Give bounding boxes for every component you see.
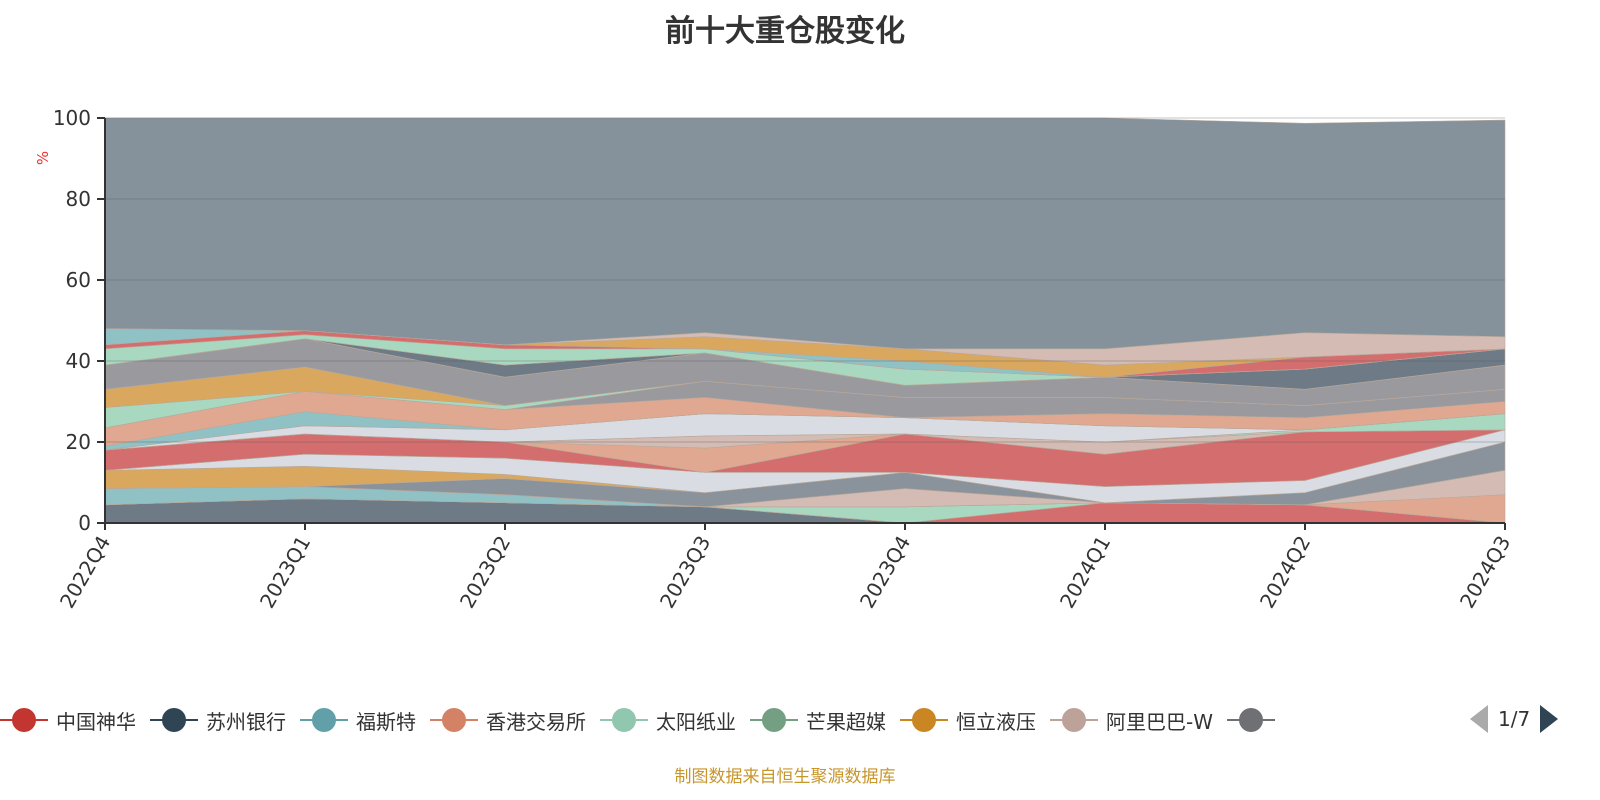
legend-label: 中国神华	[56, 709, 136, 734]
legend-item[interactable]	[1227, 708, 1283, 732]
areas	[104, 117, 1506, 524]
legend-item[interactable]: 苏州银行	[150, 706, 286, 735]
area-series-26	[104, 117, 1506, 350]
legend-item[interactable]: 太阳纸业	[600, 706, 736, 735]
legend-label: 福斯特	[356, 709, 416, 734]
legend-pager: 1/7	[1470, 705, 1559, 733]
legend-item[interactable]: 中国神华	[0, 706, 136, 735]
legend-symbol-icon	[1227, 708, 1275, 732]
legend-symbol-icon	[600, 708, 648, 732]
chart-title: 前十大重仓股变化	[665, 14, 905, 49]
x-tick-label: 2024Q1	[1055, 532, 1115, 613]
legend-symbol-icon	[300, 708, 348, 732]
legend-symbol-icon	[150, 708, 198, 732]
x-tick-label: 2022Q4	[55, 532, 115, 613]
legend-label: 恒立液压	[956, 709, 1036, 734]
legend-symbol-icon	[0, 708, 48, 732]
legend-item[interactable]: 芒果超媒	[750, 706, 886, 735]
y-axis-label: %	[34, 151, 52, 165]
source-note: 制图数据来自恒生聚源数据库	[674, 767, 896, 787]
x-tick-label: 2023Q1	[255, 532, 315, 613]
legend-next-icon[interactable]	[1540, 705, 1559, 733]
x-tick-label: 2023Q2	[455, 532, 515, 613]
y-tick-label: 20	[66, 430, 91, 454]
y-tick-label: 100	[53, 106, 91, 130]
stacked-area-chart: 0 20 40 60 80 100 2022Q4 2023Q1 2023Q2 2023Q3 2023…	[34, 106, 1515, 613]
legend-item[interactable]: 恒立液压	[900, 706, 1036, 735]
legend-label: 太阳纸业	[656, 709, 736, 734]
legend-page: 1/7	[1498, 707, 1531, 731]
y-tick-label: 0	[78, 511, 91, 535]
legend-symbol-icon	[750, 708, 798, 732]
x-tick-label: 2024Q2	[1255, 532, 1315, 613]
legend-item[interactable]: 阿里巴巴-W	[1050, 706, 1213, 735]
x-tick-label: 2024Q3	[1455, 532, 1515, 613]
y-tick-label: 80	[66, 187, 91, 211]
legend-item[interactable]: 福斯特	[300, 706, 416, 735]
legend-symbol-icon	[900, 708, 948, 732]
x-tick-label: 2023Q3	[655, 532, 715, 613]
legend-label: 香港交易所	[486, 709, 586, 734]
legend-item[interactable]: 香港交易所	[430, 706, 586, 735]
legend-prev-icon[interactable]	[1470, 705, 1488, 733]
legend-symbol-icon	[430, 708, 478, 732]
x-tick-label: 2023Q4	[855, 532, 915, 613]
y-tick-label: 60	[66, 268, 91, 292]
grid	[105, 117, 1505, 443]
legend-label: 苏州银行	[206, 709, 286, 734]
legend-symbol-icon	[1050, 708, 1098, 732]
y-tick-label: 40	[66, 349, 91, 373]
legend-label: 芒果超媒	[806, 709, 886, 734]
legend: 中国神华 苏州银行 福斯特 香港交易所 太阳纸业 芒果超媒 恒立液压 阿里巴巴-W	[0, 705, 1297, 735]
legend-label: 阿里巴巴-W	[1106, 709, 1213, 734]
